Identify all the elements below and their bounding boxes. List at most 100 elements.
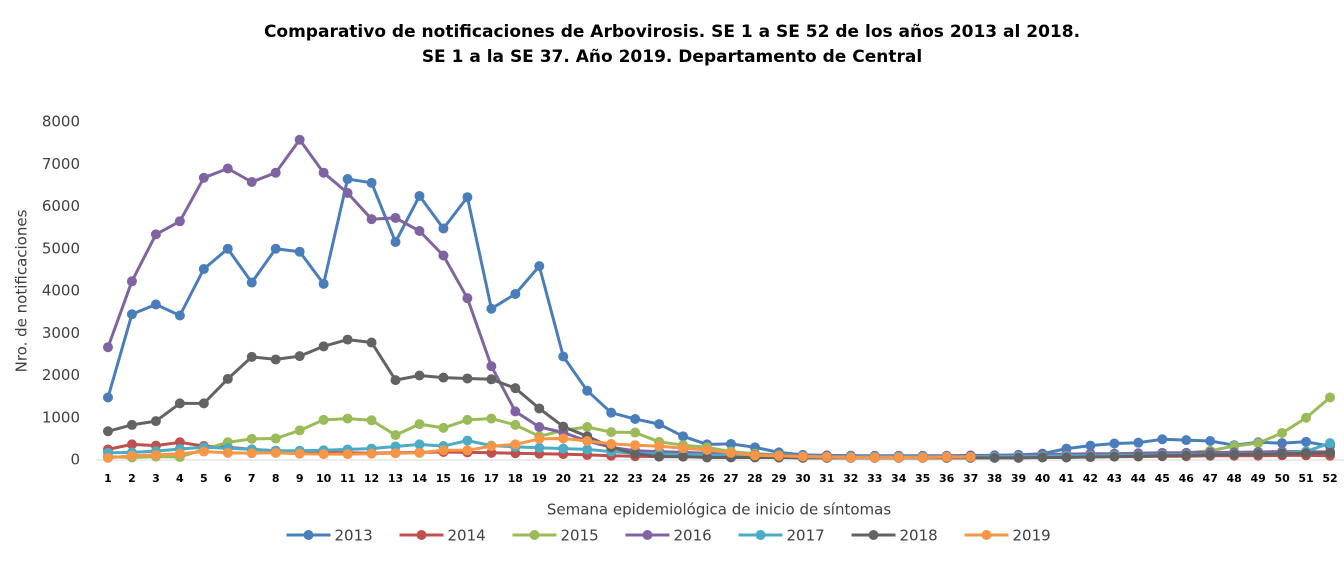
data-point	[126, 439, 137, 450]
data-point	[917, 452, 928, 463]
data-point	[270, 447, 281, 458]
data-point	[462, 373, 473, 384]
data-point	[150, 299, 161, 310]
data-point	[510, 419, 521, 430]
data-point	[462, 445, 473, 456]
x-tick-label: 9	[296, 472, 304, 485]
data-point	[366, 337, 377, 348]
data-point	[1133, 437, 1144, 448]
data-point	[1301, 412, 1312, 423]
data-point	[390, 236, 401, 247]
legend-label: 2018	[900, 527, 938, 545]
data-point	[486, 361, 497, 372]
legend-marker	[642, 530, 653, 540]
x-tick-label: 13	[388, 472, 403, 485]
data-point	[1325, 447, 1336, 458]
data-point	[414, 439, 425, 450]
x-tick-label: 18	[508, 472, 523, 485]
data-point	[174, 216, 185, 227]
data-point	[102, 392, 113, 403]
data-point	[678, 451, 689, 462]
data-point	[702, 452, 713, 463]
data-point	[438, 445, 449, 456]
x-tick-label: 47	[1203, 472, 1218, 485]
data-point	[222, 163, 233, 174]
data-point	[150, 229, 161, 240]
data-point	[414, 447, 425, 458]
data-point	[1109, 451, 1120, 462]
data-point	[462, 414, 473, 425]
data-point	[342, 187, 353, 198]
data-point	[102, 452, 113, 463]
data-point	[366, 448, 377, 459]
legend-label: 2013	[335, 527, 373, 545]
x-tick-label: 12	[364, 472, 379, 485]
data-point	[1325, 438, 1336, 449]
legend-label: 2019	[1013, 527, 1051, 545]
data-point	[486, 303, 497, 314]
data-point	[486, 374, 497, 385]
data-point	[414, 226, 425, 237]
data-point	[654, 419, 665, 430]
data-point	[198, 264, 209, 275]
data-point	[462, 435, 473, 446]
data-point	[294, 246, 305, 257]
y-tick-label: 8000	[42, 113, 80, 131]
data-point	[270, 433, 281, 444]
data-point	[246, 433, 257, 444]
x-tick-label: 19	[532, 472, 547, 485]
data-point	[510, 288, 521, 299]
data-point	[630, 427, 641, 438]
data-point	[1085, 452, 1096, 463]
x-tick-label: 3	[152, 472, 160, 485]
x-tick-label: 11	[340, 472, 355, 485]
legend-label: 2014	[448, 527, 486, 545]
x-tick-label: 24	[651, 472, 667, 485]
data-point	[534, 261, 545, 272]
data-point	[1181, 435, 1192, 446]
data-point	[654, 451, 665, 462]
x-tick-label: 4	[176, 472, 184, 485]
data-point	[462, 293, 473, 304]
data-point	[390, 430, 401, 441]
data-point	[414, 190, 425, 201]
data-point	[1013, 452, 1024, 463]
data-point	[174, 310, 185, 321]
x-tick-label: 32	[843, 472, 858, 485]
data-point	[342, 334, 353, 345]
data-point	[294, 448, 305, 459]
data-point	[318, 341, 329, 352]
data-point	[366, 177, 377, 188]
x-tick-label: 35	[915, 472, 930, 485]
x-tick-label: 10	[316, 472, 332, 485]
legend-label: 2015	[561, 527, 599, 545]
data-point	[318, 449, 329, 460]
x-tick-label: 30	[795, 472, 811, 485]
data-point	[606, 438, 617, 449]
x-tick-label: 45	[1155, 472, 1170, 485]
data-point	[582, 422, 593, 433]
x-tick-label: 26	[699, 472, 715, 485]
data-point	[941, 452, 952, 463]
data-point	[989, 452, 1000, 463]
data-point	[1301, 436, 1312, 447]
data-point	[198, 398, 209, 409]
data-point	[702, 444, 713, 455]
data-point	[1133, 451, 1144, 462]
data-point	[318, 167, 329, 178]
x-tick-label: 22	[604, 472, 619, 485]
data-point	[366, 214, 377, 225]
x-tick-label: 29	[771, 472, 786, 485]
data-point	[150, 449, 161, 460]
legend-marker	[529, 530, 540, 540]
data-point	[270, 243, 281, 254]
series-line	[106, 177, 1331, 459]
data-point	[1037, 452, 1048, 463]
data-point	[534, 433, 545, 444]
data-point	[294, 425, 305, 436]
data-point	[462, 192, 473, 203]
data-point	[558, 433, 569, 444]
x-tick-label: 31	[819, 472, 834, 485]
data-point	[102, 426, 113, 437]
